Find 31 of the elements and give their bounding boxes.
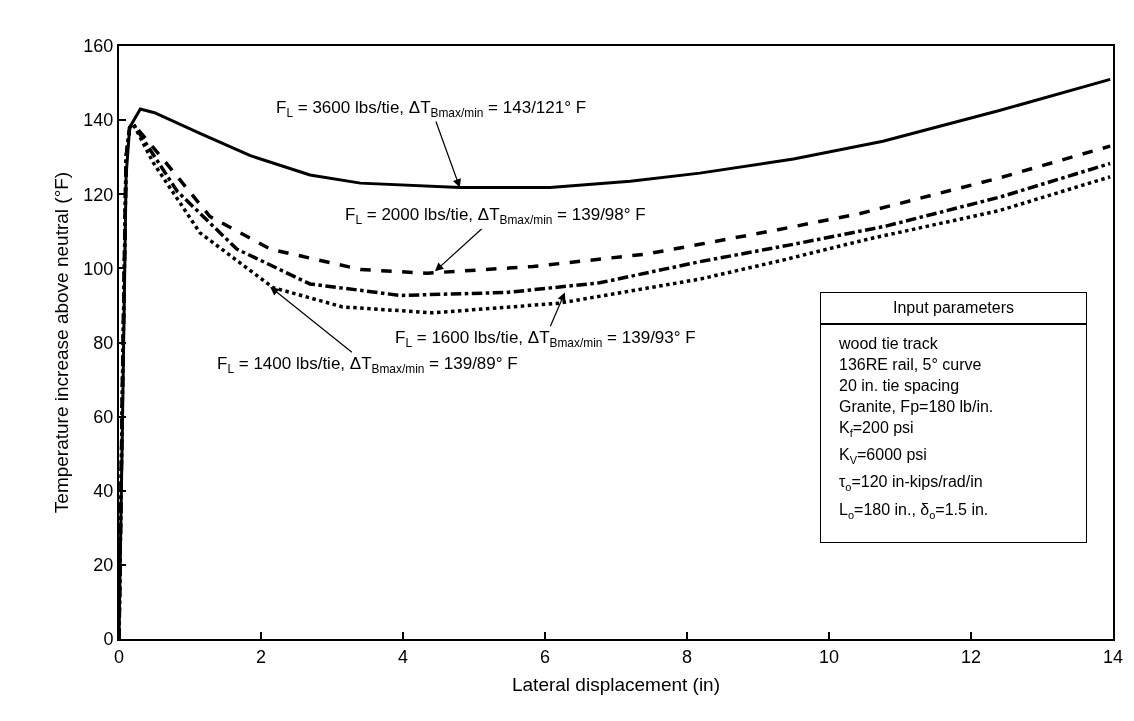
y-axis-title: Temperature increase above neutral (°F) [50, 171, 72, 514]
x-tick-label: 6 [539, 646, 551, 667]
annotation: 136RE rail, 5° curve [839, 355, 983, 375]
x-axis-title: Lateral displacement (in) [511, 673, 721, 695]
x-tick-label: 8 [681, 646, 693, 667]
annotation: F$_{L}$ = 1600 lbs/tie, ΔT$_{Bmax/min}$ = 139/93° F [395, 328, 696, 350]
annotation: K$_{V}$=6000 psi [839, 445, 928, 469]
y-tick-label: 40 [93, 481, 114, 502]
annotation: F$_{L}$ = 1400 lbs/tie, ΔT$_{Bmax/min}$ = 139/89° F [217, 354, 518, 376]
x-tick-label: 4 [397, 646, 409, 667]
y-tick-label: 120 [83, 184, 114, 205]
y-tick-label: 20 [93, 555, 114, 576]
x-tick-label: 14 [1102, 646, 1124, 667]
y-tick-label: 160 [83, 36, 114, 57]
annotation: K$_{f}$=200 psi [839, 418, 915, 442]
annotation: Granite, Fp=180 lb/in. [839, 397, 995, 417]
annotation: L$_{o}$=180 in., δ$_{o}$=1.5 in. [839, 499, 990, 523]
y-tick-label: 100 [83, 258, 114, 279]
annotation: τ$_{o}$=120 in-kips/rad/in [839, 472, 984, 496]
annotation: F$_{L}$ = 3600 lbs/tie, ΔT$_{Bmax/min}$ = 143/121° F [276, 98, 587, 120]
annotation: wood tie track [839, 334, 939, 354]
y-tick-label: 80 [93, 332, 114, 353]
y-tick-label: 140 [83, 110, 114, 131]
annotation: F$_{L}$ = 2000 lbs/tie, ΔT$_{Bmax/min}$ = 139/98° F [345, 205, 646, 227]
parameter-box-header: Input parameters [821, 293, 1086, 325]
y-tick-label: 60 [93, 406, 114, 427]
annotation: 20 in. tie spacing [839, 376, 961, 396]
y-tick-label: 0 [103, 629, 114, 650]
x-tick-label: 12 [960, 646, 982, 667]
x-tick-label: 10 [818, 646, 840, 667]
x-tick-label: 2 [255, 646, 267, 667]
